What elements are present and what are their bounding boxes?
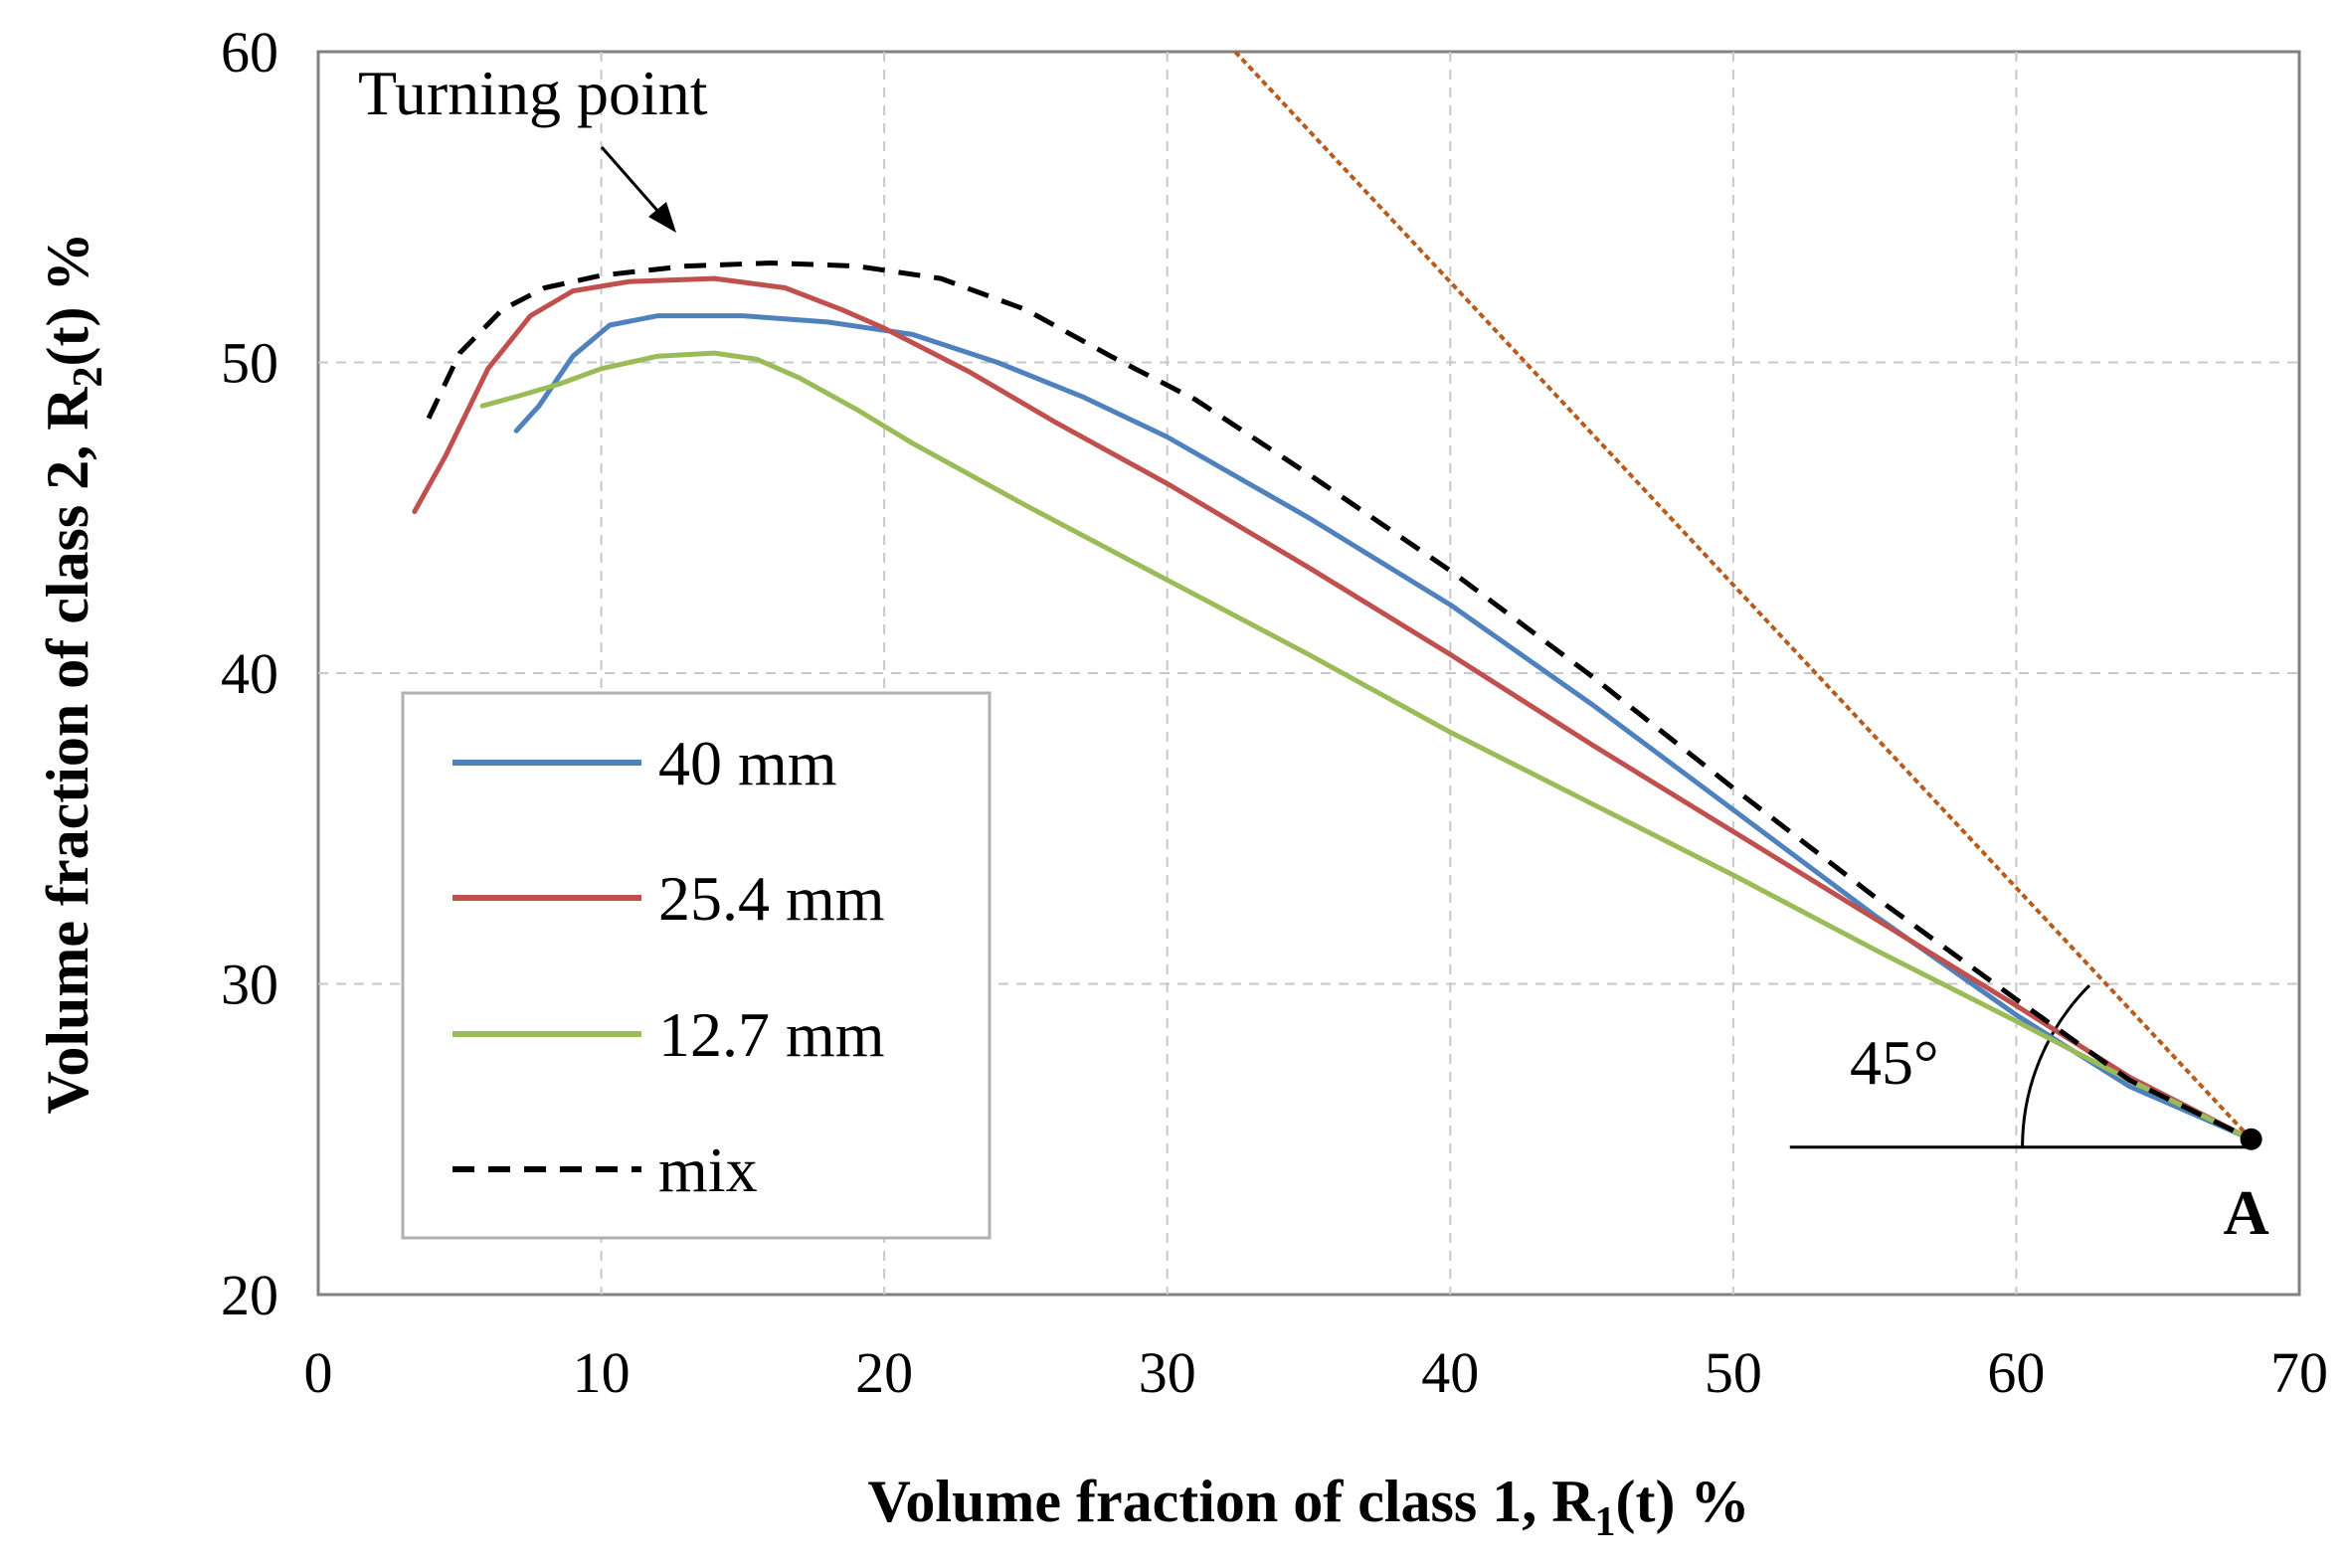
x-tick-label: 10 [573, 1340, 631, 1405]
series-line-3 [426, 261, 2253, 1142]
x-tick-label: 50 [1705, 1340, 1762, 1405]
legend-label-40mm: 40 mm [658, 728, 837, 798]
x-tick-labels: 0 10 20 30 40 50 60 70 [304, 1340, 2329, 1405]
turning-point-label: Turning point [358, 58, 708, 128]
series-line-1 [412, 275, 2255, 1142]
y-tick-label: 30 [221, 953, 278, 1017]
angle-label: 45° [1850, 1027, 1939, 1098]
series-line-0 [513, 313, 2255, 1142]
turning-point-arrow [600, 146, 676, 233]
series-lines [412, 50, 2255, 1142]
x-tick-label: 30 [1139, 1340, 1196, 1405]
y-tick-label: 60 [221, 20, 278, 85]
angle-arc [2021, 984, 2091, 1147]
x-axis-title: Volume fraction of class 1, R1(t) % [868, 1469, 1750, 1545]
x-tick-label: 0 [304, 1340, 333, 1405]
legend-label-12mm: 12.7 mm [658, 999, 885, 1070]
y-tick-label: 50 [221, 331, 278, 396]
y-tick-label: 40 [221, 641, 278, 706]
x-tick-label: 60 [1987, 1340, 2045, 1405]
legend-box [401, 691, 992, 1240]
point-a: A [2224, 1128, 2269, 1248]
series-line-2 [479, 350, 2255, 1142]
point-a-label: A [2224, 1177, 2269, 1248]
y-axis-title: Volume fraction of class 2, R2(t) % [35, 233, 111, 1115]
legend-label-25mm: 25.4 mm [658, 863, 885, 934]
x-tick-label: 70 [2270, 1340, 2328, 1405]
x-tick-label: 40 [1421, 1340, 1479, 1405]
y-tick-label: 20 [221, 1263, 278, 1327]
point-a-marker [2240, 1128, 2262, 1150]
legend: 40 mm 25.4 mm 12.7 mm mix [401, 691, 992, 1240]
legend-label-mix: mix [658, 1134, 758, 1205]
angle-indicator [1789, 984, 2252, 1149]
x-tick-label: 20 [855, 1340, 913, 1405]
y-tick-labels: 20 30 40 50 60 [221, 20, 278, 1327]
